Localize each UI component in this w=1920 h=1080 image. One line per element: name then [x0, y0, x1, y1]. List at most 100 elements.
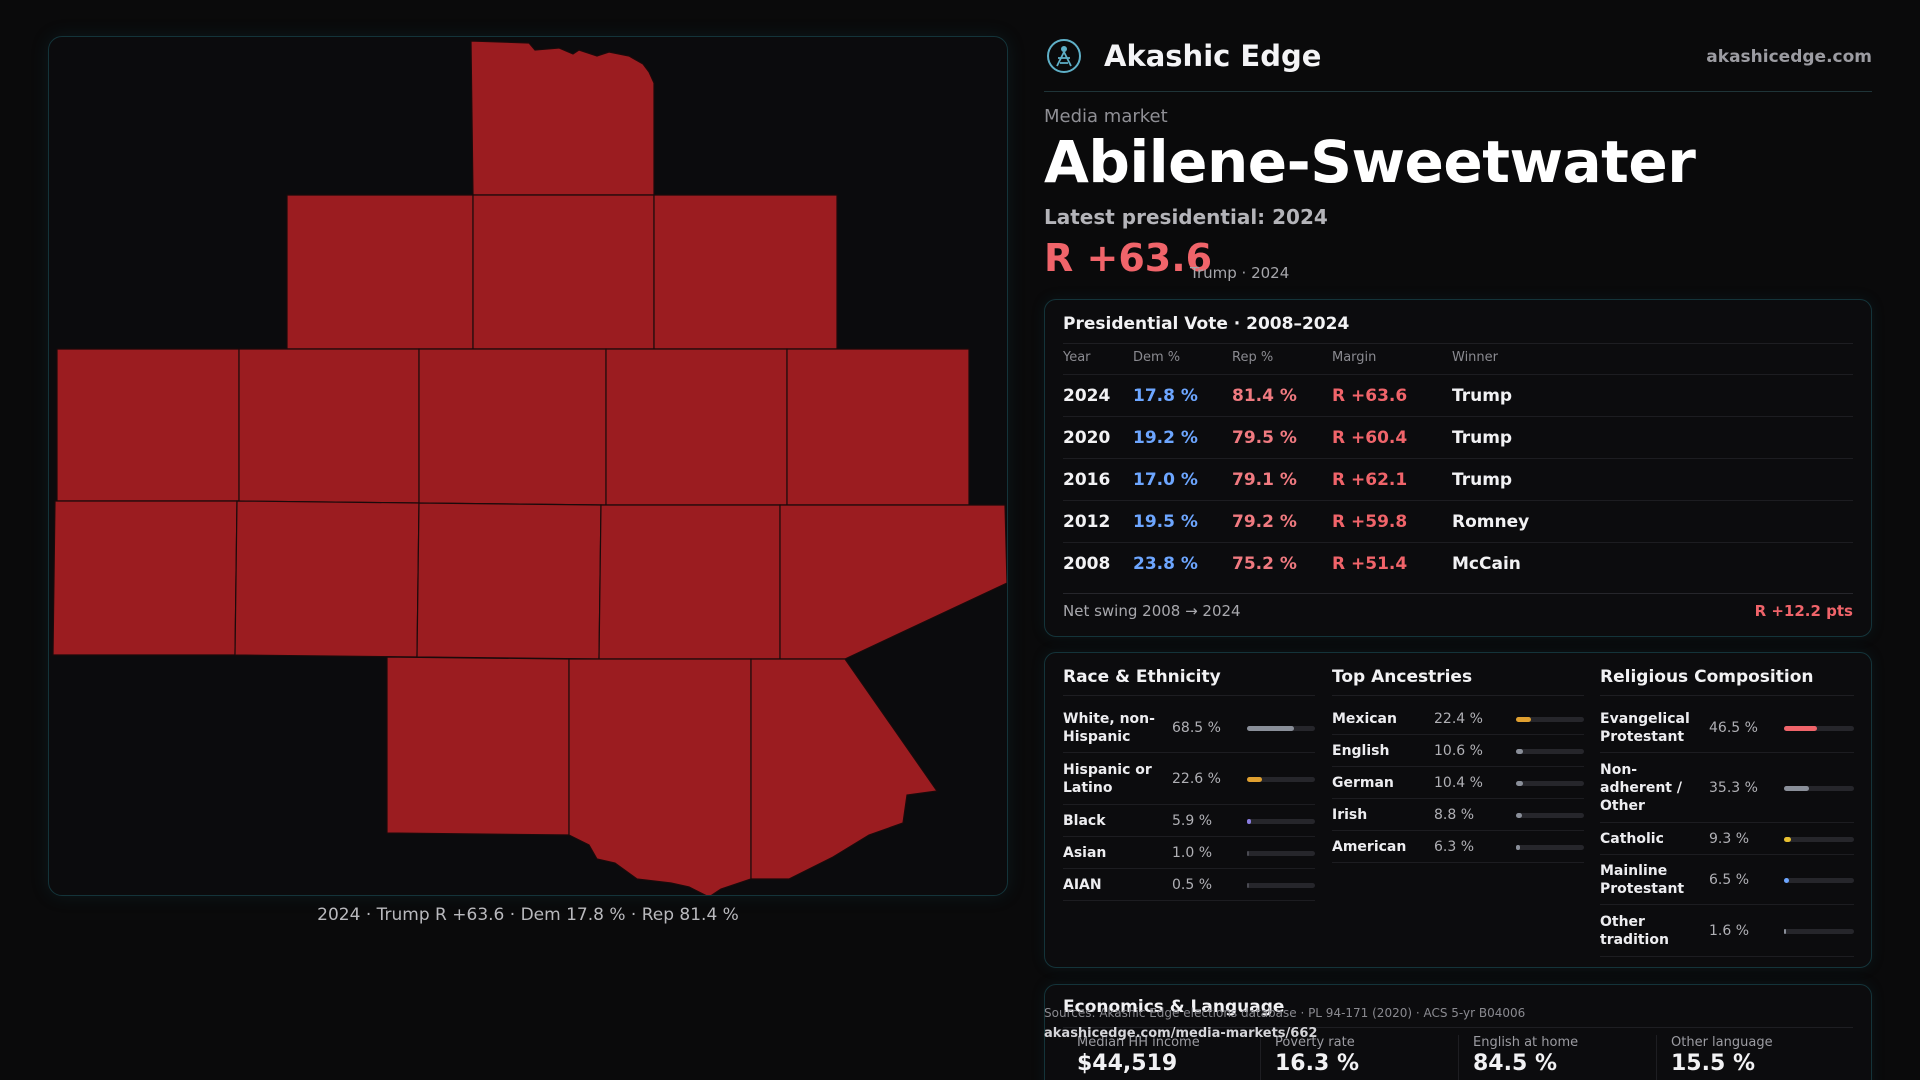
item-bar — [1784, 785, 1854, 791]
item-bar — [1516, 844, 1584, 850]
county-shape[interactable] — [598, 504, 781, 660]
item-bar — [1247, 818, 1315, 824]
list-item[interactable]: Irish 8.8 % — [1332, 799, 1584, 831]
col-header-winner: Winner — [1452, 350, 1499, 365]
col-header-margin: Margin — [1332, 350, 1377, 365]
table-row[interactable]: 2020 19.2 % 79.5 % R +60.4 Trump — [1063, 416, 1853, 458]
vote-year: 2016 — [1063, 470, 1111, 490]
vote-rep-pct: 81.4 % — [1232, 386, 1297, 406]
item-label: White, non-Hispanic — [1063, 711, 1155, 745]
item-bar-fill — [1516, 844, 1521, 850]
vote-dem-pct: 23.8 % — [1133, 554, 1198, 574]
item-value: 6.3 % — [1434, 838, 1475, 855]
market-detail-panel: Akashic Edge akashicedge.com Media marke… — [1044, 0, 1872, 1080]
vote-winner: Romney — [1452, 512, 1530, 532]
list-item[interactable]: Evangelical Protestant 46.5 % — [1600, 703, 1854, 753]
atom-logo-icon[interactable] — [1046, 38, 1082, 74]
item-value: 8.8 % — [1434, 806, 1475, 823]
county-shape[interactable] — [779, 504, 1007, 660]
list-item[interactable]: Asian 1.0 % — [1063, 837, 1315, 869]
county-shape[interactable] — [234, 500, 420, 658]
county-shape[interactable] — [472, 194, 655, 350]
item-label: Hispanic or Latino — [1063, 762, 1152, 796]
list-item[interactable]: Black 5.9 % — [1063, 805, 1315, 837]
vote-margin: R +59.8 — [1332, 512, 1408, 532]
vote-year: 2008 — [1063, 554, 1111, 574]
county-shape[interactable] — [286, 194, 474, 350]
list-item[interactable]: American 6.3 % — [1332, 831, 1584, 863]
list-item[interactable]: AIAN 0.5 % — [1063, 869, 1315, 901]
brand-name[interactable]: Akashic Edge — [1104, 39, 1322, 73]
list-item[interactable]: English 10.6 % — [1332, 735, 1584, 767]
vote-margin: R +63.6 — [1332, 386, 1408, 406]
item-label: Irish — [1332, 807, 1368, 823]
table-row[interactable]: 2024 17.8 % 81.4 % R +63.6 Trump — [1063, 374, 1853, 416]
vote-rep-pct: 79.5 % — [1232, 428, 1297, 448]
list-item[interactable]: Mainline Protestant 6.5 % — [1600, 855, 1854, 905]
county-shape[interactable] — [238, 348, 420, 504]
item-label: Black — [1063, 813, 1106, 829]
county-shape[interactable] — [750, 658, 939, 880]
divider — [1063, 343, 1853, 344]
list-item[interactable]: Catholic 9.3 % — [1600, 823, 1854, 855]
ancestry-title: Top Ancestries — [1332, 667, 1473, 687]
item-bar-fill — [1784, 877, 1789, 883]
source-url-link[interactable]: akashicedge.com/media-markets/662 — [1044, 1026, 1318, 1041]
item-value: 22.4 % — [1434, 710, 1483, 727]
county-shape[interactable] — [786, 348, 970, 506]
item-label: Asian — [1063, 845, 1107, 861]
county-map[interactable] — [48, 36, 1008, 896]
vote-rep-pct: 75.2 % — [1232, 554, 1297, 574]
county-shape[interactable] — [56, 348, 240, 502]
page-title: Abilene-Sweetwater — [1044, 128, 1696, 196]
list-item[interactable]: German 10.4 % — [1332, 767, 1584, 799]
vote-year: 2012 — [1063, 512, 1111, 532]
item-label: German — [1332, 775, 1394, 791]
list-item[interactable]: Other tradition 1.6 % — [1600, 905, 1854, 957]
stat-label: Other language — [1671, 1035, 1773, 1050]
table-row[interactable]: 2016 17.0 % 79.1 % R +62.1 Trump — [1063, 458, 1853, 500]
item-bar-fill — [1247, 850, 1249, 856]
list-item[interactable]: White, non-Hispanic 68.5 % — [1063, 703, 1315, 753]
vote-year: 2020 — [1063, 428, 1111, 448]
divider — [1063, 695, 1315, 696]
table-row[interactable]: 2012 19.5 % 79.2 % R +59.8 Romney — [1063, 500, 1853, 542]
county-shape[interactable] — [418, 348, 607, 506]
col-header-rep: Rep % — [1232, 350, 1274, 365]
item-bar-fill — [1247, 882, 1249, 888]
item-bar-fill — [1247, 818, 1251, 824]
col-header-year: Year — [1063, 350, 1091, 365]
list-item[interactable]: Non-adherent / Other 35.3 % — [1600, 753, 1854, 823]
stat-label: Poverty rate — [1275, 1035, 1355, 1050]
economic-stat: English at home 84.5 % — [1459, 1035, 1657, 1080]
religion-title: Religious Composition — [1600, 667, 1814, 687]
vote-dem-pct: 17.8 % — [1133, 386, 1198, 406]
stat-value: 84.5 % — [1473, 1051, 1557, 1076]
item-bar-fill — [1516, 716, 1532, 722]
item-label: Other tradition — [1600, 914, 1669, 948]
county-shape[interactable] — [52, 500, 238, 656]
stat-value: 16.3 % — [1275, 1051, 1359, 1076]
headline-margin-subtitle: Trump · 2024 — [1190, 264, 1290, 282]
item-bar — [1247, 882, 1315, 888]
county-shape[interactable] — [568, 658, 752, 896]
sources-note: Sources: Akashic Edge elections database… — [1044, 1006, 1526, 1020]
county-shape[interactable] — [653, 194, 838, 350]
item-value: 1.6 % — [1709, 922, 1750, 939]
stat-label: English at home — [1473, 1035, 1579, 1050]
brand-url-link[interactable]: akashicedge.com — [1706, 47, 1872, 67]
item-bar-fill — [1516, 812, 1522, 818]
vote-rep-pct: 79.2 % — [1232, 512, 1297, 532]
presidential-vote-card: Presidential Vote · 2008–2024 Year Dem %… — [1044, 299, 1872, 637]
list-item[interactable]: Mexican 22.4 % — [1332, 703, 1584, 735]
vote-rep-pct: 79.1 % — [1232, 470, 1297, 490]
vote-year: 2024 — [1063, 386, 1111, 406]
county-shape[interactable] — [470, 40, 655, 196]
net-swing-value: R +12.2 pts — [1754, 602, 1853, 620]
county-shape[interactable] — [386, 656, 570, 836]
table-row[interactable]: 2008 23.8 % 75.2 % R +51.4 McCain — [1063, 542, 1853, 584]
list-item[interactable]: Hispanic or Latino 22.6 % — [1063, 753, 1315, 805]
item-bar — [1784, 928, 1854, 934]
county-shape[interactable] — [416, 502, 602, 660]
county-shape[interactable] — [605, 348, 788, 506]
